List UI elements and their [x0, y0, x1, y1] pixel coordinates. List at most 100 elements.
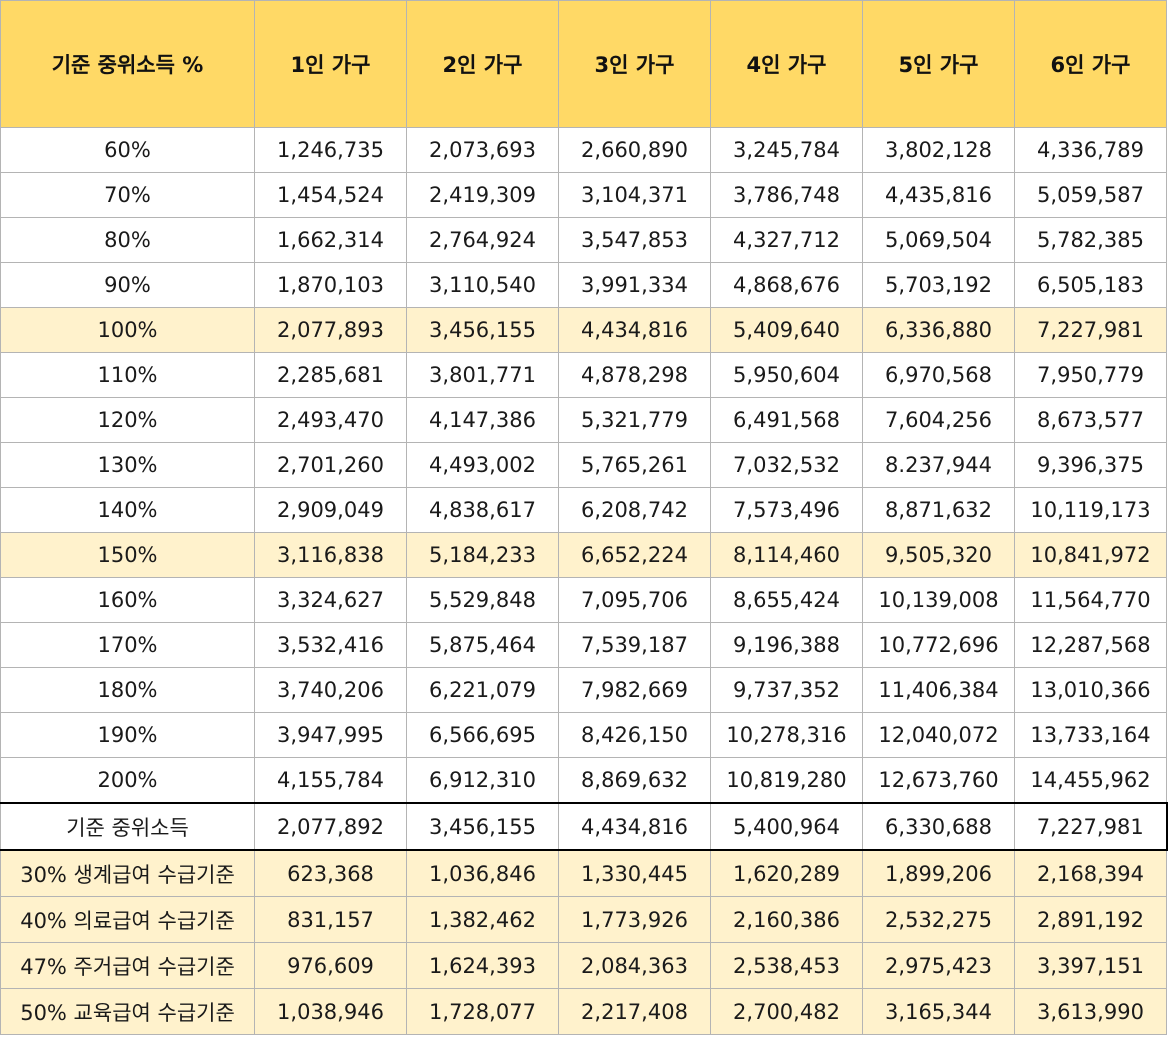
income-cell: 3,613,990: [1014, 988, 1167, 1035]
row-label: 110%: [0, 352, 255, 398]
income-cell: 8,114,460: [710, 532, 863, 578]
income-cell: 7,950,779: [1014, 352, 1167, 398]
income-cell: 4,434,816: [558, 307, 711, 353]
income-cell: 1,038,946: [254, 988, 407, 1035]
income-cell: 3,947,995: [254, 712, 407, 758]
income-cell: 1,382,462: [406, 896, 559, 943]
income-cell: 12,673,760: [862, 757, 1015, 804]
row-label: 90%: [0, 262, 255, 308]
income-cell: 10,841,972: [1014, 532, 1167, 578]
income-cell: 3,456,155: [406, 307, 559, 353]
income-cell: 6,330,688: [862, 802, 1015, 851]
income-cell: 5,782,385: [1014, 217, 1167, 263]
income-cell: 6,912,310: [406, 757, 559, 804]
income-cell: 623,368: [254, 849, 407, 897]
income-cell: 2,073,693: [406, 127, 559, 173]
percent-row: 150% 3,116,838 5,184,233 6,652,224 8,114,460…: [0, 532, 1167, 578]
income-cell: 4,155,784: [254, 757, 407, 804]
income-cell: 8.237,944: [862, 442, 1015, 488]
income-cell: 5,409,640: [710, 307, 863, 353]
income-cell: 3,740,206: [254, 667, 407, 713]
income-cell: 1,870,103: [254, 262, 407, 308]
percent-row: 200% 4,155,784 6,912,310 8,869,632 10,819,28…: [0, 757, 1167, 804]
income-cell: 11,406,384: [862, 667, 1015, 713]
income-cell: 10,119,173: [1014, 487, 1167, 533]
percent-row: 70% 1,454,524 2,419,309 3,104,371 3,786,748 4…: [0, 172, 1167, 218]
row-label: 160%: [0, 577, 255, 623]
income-cell: 5,875,464: [406, 622, 559, 668]
income-cell: 11,564,770: [1014, 577, 1167, 623]
income-cell: 2,909,049: [254, 487, 407, 533]
income-cell: 2,493,470: [254, 397, 407, 443]
income-cell: 3,801,771: [406, 352, 559, 398]
income-cell: 2,077,892: [254, 802, 407, 851]
income-cell: 4,493,002: [406, 442, 559, 488]
header-cell: 5인 가구: [862, 0, 1015, 128]
benefit-threshold-row: 40% 의료급여 수급기준 831,157 1,382,462 1,773,926 2,…: [0, 896, 1167, 943]
income-cell: 8,426,150: [558, 712, 711, 758]
income-cell: 7,982,669: [558, 667, 711, 713]
percent-row: 130% 2,701,260 4,493,002 5,765,261 7,032,532…: [0, 442, 1167, 488]
income-cell: 2,285,681: [254, 352, 407, 398]
income-cell: 10,278,316: [710, 712, 863, 758]
header-cell: 3인 가구: [558, 0, 711, 128]
income-cell: 3,104,371: [558, 172, 711, 218]
row-label: 47% 주거급여 수급기준: [0, 942, 255, 989]
income-cell: 6,336,880: [862, 307, 1015, 353]
income-cell: 2,532,275: [862, 896, 1015, 943]
income-cell: 4,434,816: [558, 802, 711, 851]
benefit-threshold-row: 50% 교육급여 수급기준 1,038,946 1,728,077 2,217,408…: [0, 988, 1167, 1035]
header-cell: 2인 가구: [406, 0, 559, 128]
income-cell: 6,491,568: [710, 397, 863, 443]
income-cell: 2,168,394: [1014, 849, 1167, 897]
percent-row: 170% 3,532,416 5,875,464 7,539,187 9,196,388…: [0, 622, 1167, 668]
income-cell: 1,246,735: [254, 127, 407, 173]
percent-row: 180% 3,740,206 6,221,079 7,982,669 9,737,352…: [0, 667, 1167, 713]
income-cell: 3,245,784: [710, 127, 863, 173]
row-label: 40% 의료급여 수급기준: [0, 896, 255, 943]
percent-row: 190% 3,947,995 6,566,695 8,426,150 10,278,31…: [0, 712, 1167, 758]
income-cell: 7,604,256: [862, 397, 1015, 443]
row-label: 80%: [0, 217, 255, 263]
income-cell: 7,095,706: [558, 577, 711, 623]
income-cell: 6,208,742: [558, 487, 711, 533]
income-cell: 5,950,604: [710, 352, 863, 398]
income-cell: 5,703,192: [862, 262, 1015, 308]
income-cell: 2,660,890: [558, 127, 711, 173]
row-label: 130%: [0, 442, 255, 488]
income-cell: 5,069,504: [862, 217, 1015, 263]
income-cell: 3,547,853: [558, 217, 711, 263]
income-cell: 7,227,981: [1014, 307, 1167, 353]
income-cell: 3,786,748: [710, 172, 863, 218]
income-cell: 6,970,568: [862, 352, 1015, 398]
percent-row: 60% 1,246,735 2,073,693 2,660,890 3,245,784 3…: [0, 127, 1167, 173]
header-cell: 1인 가구: [254, 0, 407, 128]
income-cell: 2,701,260: [254, 442, 407, 488]
income-cell: 13,010,366: [1014, 667, 1167, 713]
header-row: 기준 중위소득 % 1인 가구 2인 가구 3인 가구 4인 가구 5인 가구 …: [0, 0, 1167, 128]
row-label: 30% 생계급여 수급기준: [0, 849, 255, 897]
income-cell: 8,871,632: [862, 487, 1015, 533]
income-cell: 3,802,128: [862, 127, 1015, 173]
income-cell: 10,819,280: [710, 757, 863, 804]
income-cell: 2,764,924: [406, 217, 559, 263]
row-label: 기준 중위소득: [0, 802, 255, 851]
income-cell: 7,539,187: [558, 622, 711, 668]
income-cell: 8,673,577: [1014, 397, 1167, 443]
header-cell: 기준 중위소득 %: [0, 0, 255, 128]
income-cell: 3,456,155: [406, 802, 559, 851]
income-cell: 5,765,261: [558, 442, 711, 488]
percent-row: 90% 1,870,103 3,110,540 3,991,334 4,868,676 5…: [0, 262, 1167, 308]
income-cell: 9,505,320: [862, 532, 1015, 578]
row-label: 120%: [0, 397, 255, 443]
income-cell: 2,077,893: [254, 307, 407, 353]
income-cell: 1,728,077: [406, 988, 559, 1035]
income-cell: 2,891,192: [1014, 896, 1167, 943]
income-cell: 1,624,393: [406, 942, 559, 989]
income-cell: 2,419,309: [406, 172, 559, 218]
header-cell: 6인 가구: [1014, 0, 1167, 128]
income-cell: 6,652,224: [558, 532, 711, 578]
income-cell: 5,529,848: [406, 577, 559, 623]
median-income-row: 기준 중위소득 2,077,892 3,456,155 4,434,816 5,400,…: [0, 802, 1168, 851]
income-cell: 3,991,334: [558, 262, 711, 308]
